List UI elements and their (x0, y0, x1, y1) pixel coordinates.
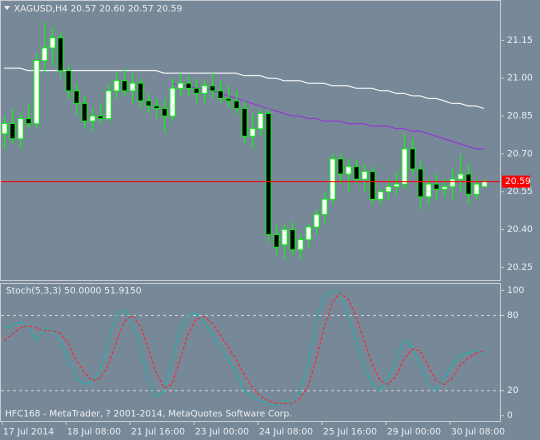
y-tick-label: 80 (507, 311, 519, 321)
candle-body (209, 85, 216, 92)
x-tick-label: 23 Jul 00:00 (195, 428, 249, 438)
candle-body (25, 118, 32, 125)
candle-body (361, 171, 368, 180)
candle-body (425, 183, 432, 198)
x-tick-label: 17 Jul 2014 (3, 428, 54, 438)
y-tick-label: 0 (507, 411, 513, 421)
candle-body (417, 168, 424, 198)
candle-body (185, 82, 192, 89)
candle-body (17, 118, 24, 140)
candle-body (281, 229, 288, 246)
y-tick-label: 20.40 (507, 225, 533, 235)
current-price-label: 20.59 (505, 177, 531, 187)
candle-body (161, 108, 168, 117)
candle-body (217, 90, 224, 99)
y-tick-label: 20.25 (507, 263, 533, 273)
candle-body (321, 198, 328, 215)
series-line (3, 292, 485, 404)
candle-body (241, 108, 248, 137)
candle-body (57, 37, 64, 72)
candle-body (137, 82, 144, 102)
candle-body (377, 191, 384, 200)
candle-body (81, 103, 88, 122)
candle-body (385, 186, 392, 193)
candle-body (369, 171, 376, 200)
candle-body (313, 214, 320, 228)
candle-body (113, 80, 120, 92)
candle-body (265, 113, 272, 235)
y-tick-label: 20 (507, 386, 519, 396)
footer-note: HFC168 - MetaTrader, ? 2001-2014, MetaQu… (5, 410, 292, 420)
candle-body (65, 70, 72, 92)
candle-body (73, 90, 80, 104)
candle-body (1, 123, 8, 135)
stoch-panel-frame (0, 283, 501, 422)
candle-body (9, 123, 16, 140)
series-line (171, 82, 484, 150)
y-tick-label: 20.85 (507, 112, 533, 122)
candle-body (441, 186, 448, 190)
candle-body (105, 90, 112, 119)
series-line (4, 67, 485, 109)
x-tick-label: 18 Jul 08:00 (67, 428, 121, 438)
candle-body (297, 239, 304, 251)
x-tick-label: 30 Jul 08:00 (451, 428, 505, 438)
candle-body (329, 158, 336, 200)
candle-body (193, 87, 200, 94)
candle-body (49, 37, 56, 49)
candle-body (449, 178, 456, 188)
candle-body (345, 166, 352, 175)
candle-body (273, 234, 280, 248)
candle-body (169, 87, 176, 117)
y-tick-label: 21.00 (507, 74, 533, 84)
candle-body (145, 100, 152, 107)
x-tick-label: 25 Jul 16:00 (323, 428, 377, 438)
candle-body (225, 97, 232, 102)
stoch-title: Stoch(5,3,3) 50.0000 51.9150 (6, 287, 142, 297)
candle-body (201, 85, 208, 94)
candle-body (41, 47, 48, 61)
current-price-box (502, 175, 530, 188)
x-tick-label: 29 Jul 00:00 (387, 428, 441, 438)
candle-body (305, 226, 312, 241)
y-tick-label: 100 (507, 286, 524, 296)
candle-body (337, 158, 344, 175)
candle-body (121, 80, 128, 92)
candle-body (97, 115, 104, 119)
candle-body (481, 181, 488, 188)
candle-body (409, 148, 416, 170)
candle-body (289, 229, 296, 251)
candle-body (473, 183, 480, 195)
menu-icon[interactable] (4, 6, 10, 10)
candle-body (177, 82, 184, 89)
candle-body (393, 183, 400, 188)
candle-body (353, 166, 360, 180)
candle-body (89, 115, 96, 122)
candle-body (129, 82, 136, 92)
series-line (3, 289, 485, 407)
y-tick-label: 21.15 (507, 36, 533, 46)
candle-body (401, 148, 408, 185)
chart-title: XAGUSD,H4 20.57 20.60 20.57 20.59 (14, 5, 183, 15)
candle-body (233, 100, 240, 109)
y-tick-label: 20.55 (507, 187, 533, 197)
candle-body (249, 128, 256, 137)
y-tick-label: 20.70 (507, 149, 533, 159)
candle-body (457, 173, 464, 180)
x-tick-label: 24 Jul 08:00 (259, 428, 313, 438)
x-tick-label: 21 Jul 16:00 (131, 428, 185, 438)
candle-body (153, 105, 160, 109)
candle-body (465, 173, 472, 195)
candle-body (257, 113, 264, 130)
main-panel-frame (0, 0, 501, 281)
candle-body (433, 183, 440, 190)
candle-body (33, 60, 40, 125)
